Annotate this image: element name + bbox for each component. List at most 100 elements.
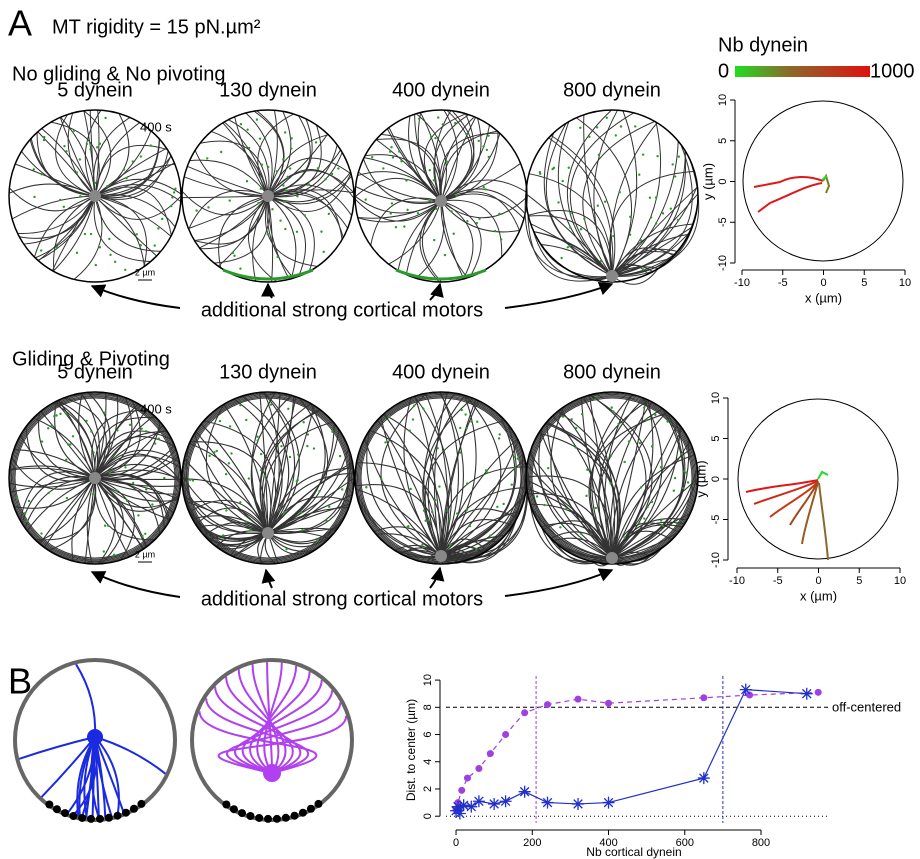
microtubule — [438, 391, 464, 557]
microtubule — [380, 416, 442, 557]
dynein — [337, 167, 340, 170]
dynein — [259, 187, 263, 190]
microtubule — [582, 120, 655, 277]
point — [488, 797, 501, 810]
dynein — [324, 178, 327, 181]
microtubule — [419, 200, 442, 283]
microtubule — [383, 413, 450, 557]
dynein — [646, 505, 649, 509]
microtubule — [354, 195, 442, 214]
cortex — [190, 658, 354, 822]
column-label: 5 dynein — [57, 79, 133, 101]
mt — [225, 676, 294, 774]
dynein — [496, 505, 499, 509]
microtubule — [94, 162, 175, 197]
microtubule — [423, 113, 467, 202]
microtubule — [538, 432, 619, 559]
dynein — [543, 503, 546, 507]
dynein — [638, 173, 641, 176]
dynein — [650, 500, 654, 504]
y-tick-label: -10 — [717, 255, 729, 271]
microtubule — [267, 188, 343, 240]
dynein — [79, 194, 82, 198]
dynein — [239, 267, 242, 270]
microtubule — [440, 510, 521, 557]
microtubule — [611, 411, 668, 559]
microtubule — [354, 177, 442, 202]
microtubule — [528, 173, 613, 277]
dynein — [482, 185, 485, 189]
dynein — [312, 447, 316, 450]
point — [472, 795, 485, 808]
y-tick-label: 6 — [422, 731, 434, 737]
point — [572, 797, 585, 810]
dynein — [487, 134, 490, 137]
dynein — [59, 412, 62, 416]
microtubule — [267, 532, 335, 548]
motor — [69, 812, 78, 821]
dynein — [40, 532, 43, 535]
dynein — [90, 430, 93, 433]
dynein — [450, 210, 453, 213]
y-tick-label: -5 — [717, 217, 729, 227]
motor — [52, 805, 61, 814]
dynein — [677, 155, 681, 158]
microtubule — [440, 193, 525, 220]
dynein — [169, 204, 173, 208]
dynein — [341, 488, 344, 491]
dynein — [465, 427, 468, 430]
point — [541, 796, 554, 809]
dynein — [612, 410, 615, 413]
dynein — [432, 179, 436, 182]
mt — [198, 711, 318, 774]
dynein — [539, 172, 542, 175]
microtubule — [440, 399, 477, 557]
microtubule — [193, 433, 269, 534]
dynein — [267, 165, 270, 169]
dynein — [15, 496, 19, 500]
dynein — [659, 519, 663, 522]
dynein — [128, 423, 132, 427]
microtubule — [241, 395, 290, 534]
dynein — [89, 232, 93, 236]
microtubule — [541, 527, 613, 565]
dynein — [27, 499, 31, 503]
dynein — [454, 121, 457, 125]
centrosome — [262, 527, 274, 539]
series-line — [455, 688, 807, 816]
microtubule — [546, 422, 613, 559]
microtubule — [94, 477, 124, 565]
microtubule — [257, 113, 295, 197]
x-tick-label: 0 — [453, 837, 459, 849]
microtubule — [94, 195, 172, 237]
dynein — [365, 486, 368, 489]
dynein — [47, 427, 50, 430]
dynein — [50, 424, 54, 427]
dynein — [206, 157, 209, 160]
dynein — [257, 201, 260, 205]
column-label: 5 dynein — [57, 361, 133, 383]
microtubule — [94, 477, 135, 561]
motor — [246, 812, 255, 821]
dynein — [605, 116, 608, 119]
microtubule — [94, 113, 130, 197]
dynein — [441, 123, 444, 126]
dynein — [456, 512, 459, 515]
cortex — [8, 391, 182, 565]
microtubule — [440, 519, 517, 561]
dynein — [661, 524, 664, 527]
dynein — [306, 444, 309, 448]
dynein — [233, 254, 236, 257]
microtubule — [609, 122, 658, 277]
y-tick-label: 0 — [717, 178, 729, 184]
dynein — [65, 458, 68, 461]
microtubule — [580, 397, 613, 559]
microtubule — [267, 124, 322, 197]
microtubule — [94, 195, 148, 267]
motor — [222, 800, 231, 809]
dynein — [654, 196, 658, 199]
microtubule — [25, 426, 96, 482]
dynein — [139, 155, 143, 158]
dynein — [498, 433, 501, 436]
dynein — [452, 232, 455, 235]
